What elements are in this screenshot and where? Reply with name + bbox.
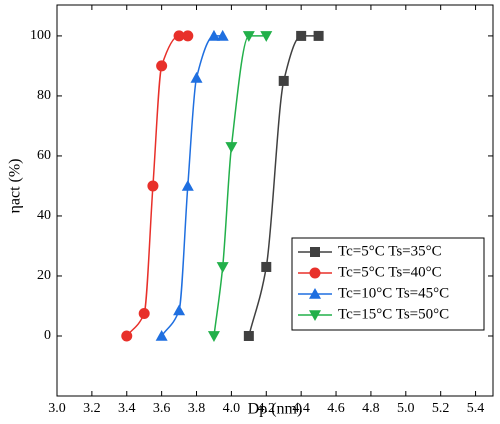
x-tick-label: 4.4 — [292, 401, 310, 416]
x-tick-label: 5.0 — [397, 401, 415, 416]
marker — [261, 261, 272, 272]
marker — [121, 330, 133, 342]
x-tick-label: 5.2 — [432, 401, 450, 416]
marker — [310, 247, 320, 257]
marker — [242, 31, 255, 42]
marker — [190, 71, 203, 83]
plot-frame — [56, 4, 494, 397]
x-tick-label: 4.2 — [258, 401, 276, 416]
legend: Tc=5°C Ts=35°C Tc=5°C Ts=40°C Tc=10°C Ts=4… — [291, 237, 485, 331]
x-tick-label: 4.0 — [223, 401, 241, 416]
y-axis-label: ηact (%) — [7, 159, 24, 214]
marker — [147, 180, 159, 192]
legend-label: Tc=10°C Ts=45°C — [338, 285, 449, 301]
y-tick-label: 60 — [37, 148, 51, 163]
series-line — [213, 35, 267, 337]
legend-label: Tc=15°C Ts=50°C — [338, 306, 449, 322]
y-tick-label: 20 — [37, 268, 51, 283]
x-tick-label: 3.8 — [188, 401, 206, 416]
marker — [173, 304, 186, 316]
marker — [278, 75, 289, 86]
x-tick-label: 3.0 — [48, 401, 66, 416]
marker — [309, 288, 321, 299]
x-tick-label: 5.4 — [467, 401, 485, 416]
marker — [309, 310, 321, 321]
y-tick-label: 0 — [44, 328, 51, 343]
y-tick-label: 100 — [30, 28, 51, 43]
legend-label: Tc=5°C Ts=40°C — [338, 264, 442, 280]
y-tick-label: 40 — [37, 208, 51, 223]
x-tick-label: 3.2 — [83, 401, 101, 416]
y-tick-label: 80 — [37, 88, 51, 103]
marker — [309, 267, 321, 279]
marker — [173, 30, 185, 42]
marker — [216, 29, 229, 41]
legend-label: Tc=5°C Ts=35°C — [338, 243, 442, 259]
marker — [243, 330, 254, 341]
x-tick-label: 3.4 — [118, 401, 136, 416]
marker — [155, 329, 168, 341]
marker — [156, 60, 168, 72]
x-tick-label: 4.6 — [327, 401, 345, 416]
marker — [207, 29, 220, 41]
x-axis-label: Dp (nm) — [248, 401, 303, 418]
marker — [313, 30, 324, 41]
x-tick-label: 4.8 — [362, 401, 380, 416]
marker — [216, 262, 229, 273]
x-tick-label: 3.6 — [153, 401, 171, 416]
marker — [260, 31, 273, 42]
marker — [207, 331, 220, 342]
marker — [181, 179, 194, 191]
marker — [296, 30, 307, 41]
marker — [182, 30, 194, 42]
marker — [138, 307, 150, 319]
marker — [225, 142, 238, 153]
